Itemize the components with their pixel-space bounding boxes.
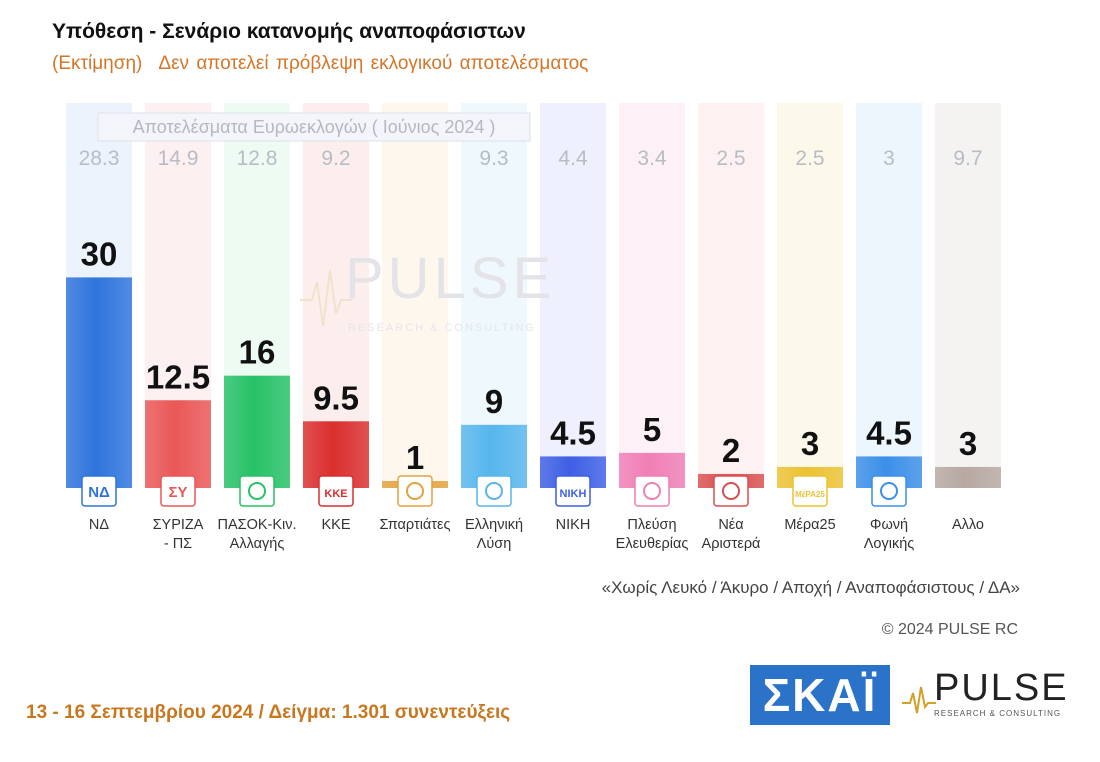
category-label: Μέρα25	[784, 517, 835, 533]
column-band	[461, 103, 527, 488]
prev-value-label: 9.7	[953, 147, 982, 170]
foni-logikis-logo	[871, 475, 907, 507]
bar	[66, 277, 132, 488]
category-label: ΠΑΣΟΚ-Κιν.	[217, 517, 296, 533]
party-logo-text: ΜέΡΑ25	[795, 490, 825, 499]
niki-logo	[555, 475, 591, 507]
ship-icon	[634, 475, 670, 507]
prev-value-label: 3.4	[637, 147, 667, 170]
prev-value-label: 28.3	[79, 147, 120, 170]
skai-logo: ΣΚΑΪ	[750, 665, 890, 725]
value-label: 5	[643, 411, 661, 448]
value-label: 1	[406, 439, 424, 476]
category-label: ΚΚΕ	[321, 517, 350, 533]
mera25-logo	[792, 475, 828, 507]
category-label: Νέα	[718, 517, 743, 533]
pulse-wave-icon	[902, 686, 936, 714]
category-label: Ελληνική	[465, 517, 523, 533]
value-label: 30	[81, 235, 118, 272]
bar-chart: Αποτελέσματα Ευρωεκλογών ( Ιούνιος 2024 …	[66, 103, 1001, 552]
value-label: 12.5	[146, 358, 210, 395]
column-band	[540, 103, 606, 488]
prev-value-label: 3	[883, 147, 895, 170]
column-band	[382, 103, 448, 488]
value-label: 16	[239, 334, 276, 371]
category-label: Αλλαγής	[230, 536, 285, 552]
party-logo-text: ΚΚΕ	[324, 488, 347, 500]
nea-aristera-logo	[713, 475, 749, 507]
category-label: - ΠΣ	[164, 536, 192, 552]
column-band	[777, 103, 843, 488]
category-label: Αριστερά	[702, 536, 761, 552]
category-label: Λογικής	[864, 536, 915, 552]
value-label: 4.5	[550, 414, 596, 451]
fieldwork-info: 13 - 16 Σεπτεμβρίου 2024 / Δείγμα: 1.301…	[26, 702, 511, 723]
party-logo-mark	[485, 482, 503, 500]
value-label: 4.5	[866, 414, 912, 451]
column-band	[856, 103, 922, 488]
value-label: 9	[485, 383, 503, 420]
party-logo-text: ΝΔ	[88, 484, 110, 501]
column-band	[935, 103, 1001, 488]
prev-value-label: 2.5	[795, 147, 824, 170]
column-band	[698, 103, 764, 488]
category-label: Σπαρτιάτες	[379, 517, 450, 533]
pulse-logo-name: PULSE	[934, 667, 1069, 709]
party-logo-mark	[880, 482, 898, 500]
bar	[224, 375, 290, 488]
category-label: Φωνή	[870, 517, 908, 533]
category-label: Ελευθερίας	[616, 536, 689, 552]
party-logo-mark	[722, 482, 740, 500]
party-logo-text: ΣΥ	[168, 484, 187, 501]
category-label: Αλλο	[952, 517, 984, 533]
prev-value-label: 14.9	[158, 147, 199, 170]
pulse-logo: PULSE RESEARCH & CONSULTING	[902, 665, 1067, 725]
subtitle-disclaimer: Δεν αποτελεί πρόβλεψη εκλογικού αποτελέσ…	[158, 53, 589, 74]
prev-value-label: 12.8	[237, 147, 278, 170]
nd-logo	[81, 475, 117, 507]
kke-logo	[318, 475, 354, 507]
prev-value-label: 9.2	[321, 147, 350, 170]
compass-icon	[476, 475, 512, 507]
party-logo-mark	[643, 482, 661, 500]
spartan-helmet-icon	[397, 475, 433, 507]
value-label: 9.5	[313, 379, 359, 416]
pulse-logo-tagline: RESEARCH & CONSULTING	[934, 709, 1062, 718]
prev-value-label: 9.3	[479, 147, 508, 170]
party-logo-mark	[406, 482, 424, 500]
legend-label: Αποτελέσματα Ευρωεκλογών ( Ιούνιος 2024 …	[133, 117, 496, 137]
copyright: © 2024 PULSE RC	[881, 621, 1018, 638]
category-label: Πλεύση	[627, 517, 676, 533]
category-label: ΣΥΡΙΖΑ	[153, 517, 204, 533]
watermark-pulse-icon	[300, 269, 352, 327]
value-label: 2	[722, 432, 740, 469]
bar	[935, 466, 1001, 488]
prev-value-label: 4.4	[558, 147, 588, 170]
category-label: Λύση	[477, 536, 512, 552]
chart-title: Υπόθεση - Σενάριο κατανομής αναποφάσιστω…	[52, 20, 526, 43]
prev-value-label: 2.5	[716, 147, 745, 170]
category-label: ΝΙΚΗ	[556, 517, 591, 533]
exclusions-note: «Χωρίς Λευκό / Άκυρο / Αποχή / Αναποφάσι…	[601, 578, 1020, 597]
subtitle-estimate: (Εκτίμηση)	[52, 53, 143, 74]
legend-box	[97, 112, 531, 142]
watermark-tagline: RESEARCH & CONSULTING	[348, 322, 536, 334]
party-logo-mark	[248, 482, 266, 500]
watermark-name: PULSE	[345, 246, 555, 311]
value-label: 3	[959, 425, 977, 462]
column-band	[619, 103, 685, 488]
value-label: 3	[801, 425, 819, 462]
pasok-sun-icon	[239, 475, 275, 507]
category-label: ΝΔ	[89, 517, 109, 533]
party-logo-text: ΝΙΚΗ	[560, 488, 587, 500]
syriza-logo	[160, 475, 196, 507]
bar	[145, 400, 211, 488]
chart-subtitle: (Εκτίμηση) Δεν αποτελεί πρόβλεψη εκλογικο…	[52, 53, 588, 75]
